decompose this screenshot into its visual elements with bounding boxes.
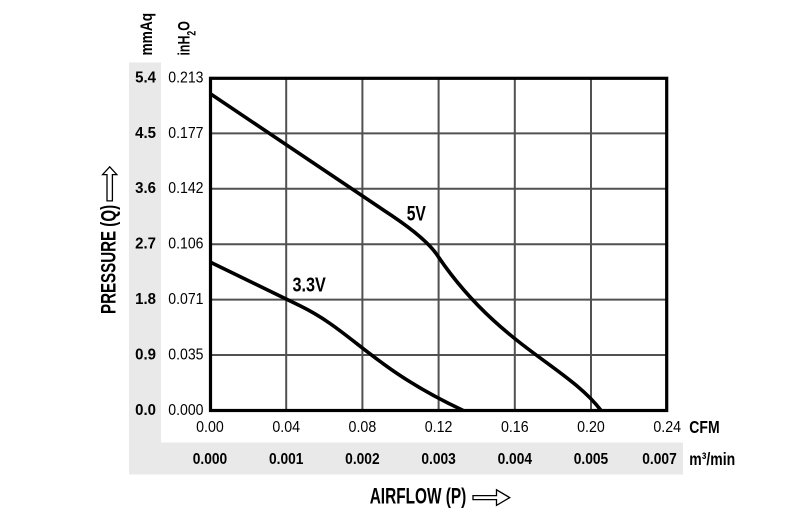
svg-text:0.004: 0.004 [498, 451, 533, 468]
svg-text:0.16: 0.16 [501, 420, 529, 437]
svg-text:m³/min: m³/min [689, 451, 735, 470]
svg-text:0.24: 0.24 [653, 420, 681, 437]
svg-text:0.007: 0.007 [642, 451, 676, 468]
svg-text:0.04: 0.04 [272, 420, 300, 437]
svg-text:0.001: 0.001 [269, 451, 303, 468]
svg-text:0.142: 0.142 [168, 181, 203, 198]
svg-text:0.213: 0.213 [168, 70, 203, 87]
svg-text:CFM: CFM [689, 419, 719, 438]
svg-text:PRESSURE (Q): PRESSURE (Q) [96, 205, 120, 314]
svg-text:2.7: 2.7 [135, 235, 156, 252]
svg-text:0.177: 0.177 [168, 125, 203, 142]
svg-text:5V: 5V [407, 201, 427, 225]
svg-text:0.003: 0.003 [421, 451, 455, 468]
svg-text:1.8: 1.8 [135, 291, 156, 308]
svg-text:inH2O: inH2O [176, 21, 199, 55]
svg-text:0.000: 0.000 [168, 402, 203, 419]
svg-text:0.071: 0.071 [168, 292, 203, 309]
svg-text:5.4: 5.4 [135, 69, 156, 86]
svg-text:4.5: 4.5 [135, 125, 156, 142]
svg-text:0.106: 0.106 [168, 236, 203, 253]
svg-text:AIRFLOW (P): AIRFLOW (P) [370, 485, 467, 509]
svg-text:3.6: 3.6 [135, 180, 156, 197]
svg-text:mmAq: mmAq [138, 13, 156, 56]
svg-text:0.12: 0.12 [425, 420, 453, 437]
svg-text:0.08: 0.08 [349, 420, 377, 437]
svg-text:0.0: 0.0 [135, 402, 156, 419]
svg-text:0.035: 0.035 [168, 347, 203, 364]
svg-text:0.9: 0.9 [135, 346, 156, 363]
svg-text:0.20: 0.20 [577, 420, 605, 437]
svg-text:0.005: 0.005 [574, 451, 608, 468]
svg-text:0.000: 0.000 [193, 451, 227, 468]
svg-text:0.002: 0.002 [345, 451, 379, 468]
svg-text:3.3V: 3.3V [293, 273, 327, 296]
svg-text:0.00: 0.00 [196, 420, 224, 437]
